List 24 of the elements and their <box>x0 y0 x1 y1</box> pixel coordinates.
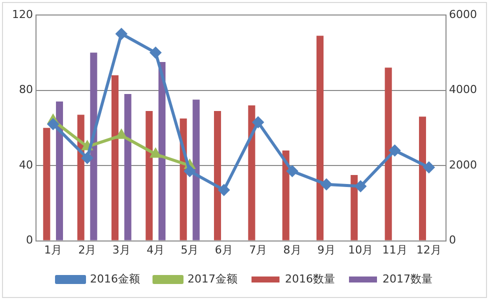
x-tick-label: 12月 <box>416 243 442 256</box>
x-tick-label: 7月 <box>249 243 268 256</box>
y2-tick-label: 2000 <box>449 158 478 172</box>
legend-label: 2017金额 <box>188 272 238 286</box>
y-tick-label: 40 <box>18 158 33 172</box>
x-tick-label: 1月 <box>44 243 62 256</box>
y2-tick-label: 4000 <box>449 83 478 96</box>
legend-label: 2016数量 <box>285 272 335 286</box>
x-tick-label: 6月 <box>214 243 233 256</box>
x-tick-label: 2月 <box>78 243 96 256</box>
x-tick-label: 11月 <box>382 243 408 256</box>
legend-label: 2017数量 <box>382 272 432 286</box>
y2-tick-label: 0 <box>449 234 456 247</box>
y-tick-label: 0 <box>26 234 33 247</box>
x-tick-label: 4月 <box>146 243 165 256</box>
y2-tick-label: 6000 <box>449 8 478 21</box>
y-tick-label: 80 <box>18 83 33 96</box>
x-tick-label: 8月 <box>283 243 302 256</box>
y-tick-label: 120 <box>12 8 33 21</box>
x-tick-label: 5月 <box>180 243 199 256</box>
x-tick-label: 10月 <box>348 243 374 256</box>
x-tick-label: 3月 <box>112 243 130 256</box>
legend-label: 2016金额 <box>90 272 140 286</box>
x-tick-label: 9月 <box>317 243 336 256</box>
